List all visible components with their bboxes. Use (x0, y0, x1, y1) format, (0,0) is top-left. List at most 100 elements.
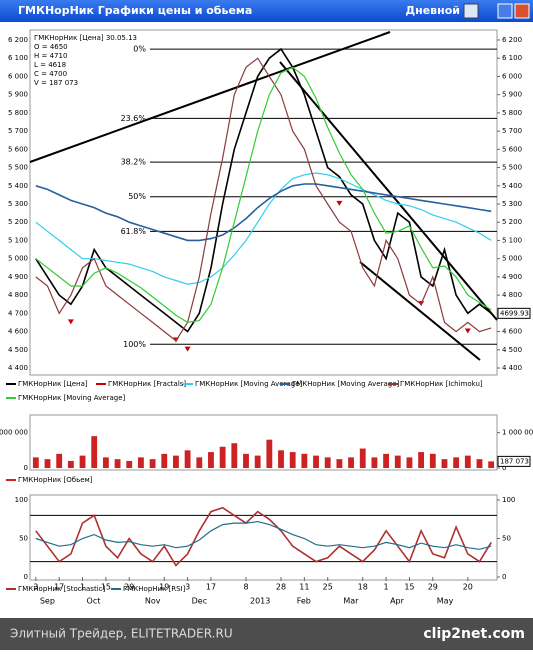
info-line: L = 4618 (34, 61, 66, 69)
y-tick-label: 5 900 (502, 91, 522, 99)
y-tick-label: 50 (19, 535, 28, 543)
volume-bar (219, 446, 226, 468)
volume-bar (32, 457, 39, 468)
y-tick-label: 6 000 (502, 72, 522, 80)
legend-label: ГМКНорНик [Цена] (18, 380, 88, 388)
x-month-label: May (437, 597, 454, 606)
last-value: 187 073 (500, 457, 529, 465)
legend-label: ГМКНорНик [Обьем] (18, 476, 93, 484)
volume-bar (102, 457, 109, 468)
y-tick-label: 4 600 (8, 328, 28, 336)
x-tick-label: 17 (54, 583, 64, 592)
fractal-marker (464, 328, 471, 334)
volume-bar (278, 450, 284, 468)
y-tick-label: 5 200 (502, 218, 522, 226)
x-month-label: Sep (40, 597, 55, 606)
y-tick-label: 1 000 000 (0, 429, 28, 437)
y-tick-label: 5 300 (8, 200, 28, 208)
y-tick-label: 6 000 (8, 72, 28, 80)
series-line (35, 520, 492, 550)
x-month-label: Feb (297, 597, 311, 606)
volume-bar (243, 453, 249, 468)
x-tick-label: 29 (428, 583, 438, 592)
y-tick-label: 0 (502, 464, 506, 472)
x-month-label: Apr (390, 597, 405, 606)
x-tick-label: 19 (159, 583, 169, 592)
series-line (35, 183, 492, 242)
y-tick-label: 4 500 (502, 346, 522, 354)
x-month-label: Mar (343, 597, 359, 606)
y-tick-label: 5 900 (8, 91, 28, 99)
timeframe[interactable]: Дневной (405, 4, 460, 17)
volume-bar (67, 460, 74, 468)
fib-label: 61.8% (121, 227, 147, 236)
x-tick-label: 1 (384, 583, 389, 592)
y-tick-label: 4 900 (8, 273, 28, 281)
volume-bar (406, 457, 413, 468)
y-tick-label: 5 100 (8, 236, 28, 244)
price-panel (29, 29, 498, 376)
x-tick-label: 3 (33, 583, 38, 592)
x-tick-label: 17 (206, 583, 216, 592)
info-line: O = 4650 (34, 43, 68, 51)
x-tick-label: 25 (323, 583, 333, 592)
volume-bar (173, 455, 179, 468)
y-tick-label: 4 500 (8, 346, 28, 354)
last-value-box (497, 307, 531, 319)
legend-label: ГМКНорНик [Moving Average] (18, 394, 126, 402)
dropdown-button[interactable] (463, 3, 479, 19)
x-tick-label: 15 (404, 583, 414, 592)
series-line (35, 47, 492, 333)
x-tick-label: 1 (80, 583, 85, 592)
x-tick-label: 3 (185, 583, 190, 592)
y-tick-label: 100 (502, 496, 515, 504)
y-tick-label: 5 500 (8, 164, 28, 172)
y-tick-label: 5 400 (8, 182, 28, 190)
volume-bar (429, 453, 436, 468)
x-month-label: Nov (145, 597, 161, 606)
volume-bar (441, 459, 448, 468)
y-tick-label: 5 800 (502, 109, 522, 117)
volume-bar (184, 450, 191, 468)
volume-bar (91, 436, 98, 468)
info-line: ГМКНорНик [Цена] 30.05.13 (34, 34, 137, 42)
footer-bar (0, 618, 533, 650)
last-value-box (497, 455, 531, 467)
maximize-button[interactable] (497, 3, 513, 19)
x-tick-label: 18 (358, 583, 368, 592)
oscillator-panel (29, 494, 498, 581)
y-tick-label: 5 600 (502, 145, 522, 153)
fractal-marker (184, 346, 191, 352)
volume-bar (324, 457, 331, 468)
volume-bar (371, 457, 378, 468)
info-line: V = 187 073 (34, 79, 78, 87)
y-tick-label: 5 700 (502, 127, 522, 135)
fractal-marker (336, 200, 343, 206)
x-tick-label: 11 (299, 583, 309, 592)
y-tick-label: 4 800 (502, 291, 522, 299)
y-tick-label: 0 (502, 573, 506, 581)
volume-panel (29, 414, 498, 471)
footer-brand[interactable]: clip2net.com (423, 626, 525, 642)
fib-label: 0% (133, 45, 146, 54)
volume-bar (196, 457, 203, 468)
window-title: ГМКНорНик Графики цены и обьема (18, 4, 252, 17)
x-month-label: 2013 (250, 597, 270, 606)
volume-bar (289, 452, 296, 468)
volume-bar (301, 453, 308, 468)
volume-bar (453, 457, 460, 468)
close-button[interactable] (514, 3, 530, 19)
volume-bar (488, 461, 495, 468)
volume-bar (208, 452, 214, 468)
fib-label: 100% (123, 340, 146, 349)
series-line (35, 66, 492, 324)
trend-line (279, 61, 498, 321)
volume-bar (336, 459, 343, 468)
x-tick-label: 8 (243, 583, 248, 592)
y-tick-label: 5 200 (8, 218, 28, 226)
y-tick-label: 4 700 (8, 309, 28, 317)
legend-label: ГМКНорНик [Stochastic] (18, 585, 105, 593)
y-tick-label: 5 000 (8, 255, 28, 263)
y-tick-label: 4 900 (502, 273, 522, 281)
fib-label: 38.2% (121, 158, 147, 167)
